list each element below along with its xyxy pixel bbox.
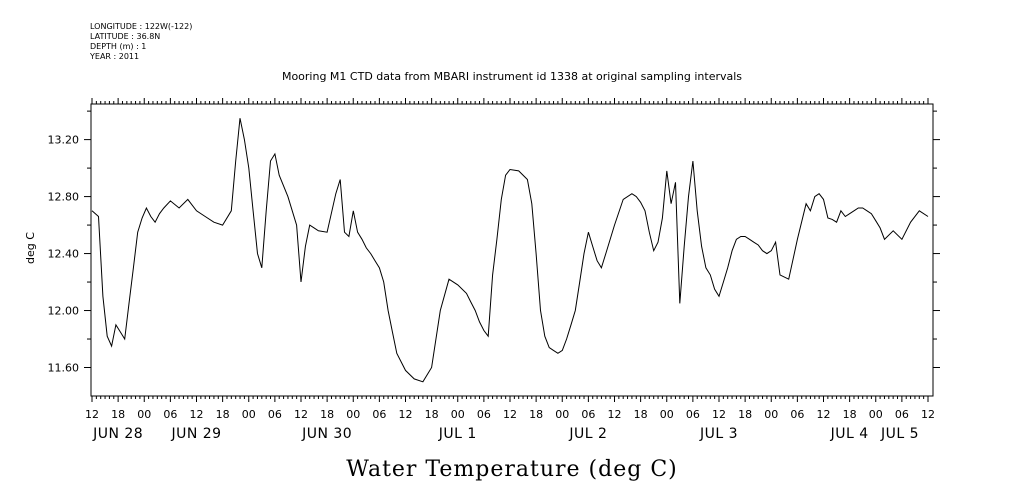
day-label: JUL 3 <box>699 426 738 442</box>
day-label: JUL 5 <box>880 426 919 442</box>
x-tick-label: 00 <box>137 408 151 421</box>
x-tick-label: 06 <box>686 408 700 421</box>
x-tick-label: 12 <box>921 408 935 421</box>
x-tick-label: 18 <box>738 408 752 421</box>
x-tick-label: 06 <box>372 408 386 421</box>
axis-ticks <box>84 98 940 402</box>
x-tick-label: 12 <box>85 408 99 421</box>
x-tick-label: 12 <box>817 408 831 421</box>
x-tick-label: 06 <box>581 408 595 421</box>
chart-title: Mooring M1 CTD data from MBARI instrumen… <box>282 70 742 83</box>
day-label: JUL 2 <box>568 426 607 442</box>
x-tick-label: 18 <box>843 408 857 421</box>
day-labels: JUN 28 JUN 29 JUN 30 JUL 1 JUL 2 JUL 3 JUL 4 JU… <box>92 426 919 442</box>
x-tick-label: 00 <box>346 408 360 421</box>
x-tick-label: 12 <box>294 408 308 421</box>
y-tick-labels: 13.20 12.80 12.40 12.00 11.60 <box>48 134 80 375</box>
x-tick-label: 00 <box>660 408 674 421</box>
y-tick-label: 13.20 <box>48 134 80 147</box>
day-label: JUN 28 <box>92 426 143 442</box>
x-tick-label: 12 <box>608 408 622 421</box>
x-tick-label: 18 <box>216 408 230 421</box>
x-tick-label: 18 <box>634 408 648 421</box>
x-tick-label: 06 <box>163 408 177 421</box>
x-tick-label: 12 <box>399 408 413 421</box>
metadata-block: LONGITUDE : 122W(-122) LATITUDE : 36.8N … <box>89 22 192 61</box>
metadata-line: DEPTH (m) : 1 <box>90 42 146 51</box>
day-label: JUL 1 <box>438 426 477 442</box>
metadata-line: YEAR : 2011 <box>89 52 139 61</box>
x-tick-label: 06 <box>477 408 491 421</box>
x-tick-label: 06 <box>895 408 909 421</box>
x-tick-label: 00 <box>242 408 256 421</box>
x-tick-labels: 12 18 00 06 12 18 00 06 12 18 00 06 12 18 00 06 12 18 00 06… <box>85 408 935 421</box>
x-tick-label: 18 <box>529 408 543 421</box>
x-tick-label: 00 <box>555 408 569 421</box>
y-axis-label: deg C <box>24 232 37 264</box>
day-label: JUL 4 <box>830 426 869 442</box>
x-tick-label: 18 <box>425 408 439 421</box>
y-tick-label: 12.00 <box>48 305 80 318</box>
x-tick-label: 18 <box>320 408 334 421</box>
plot-frame <box>90 103 934 397</box>
x-tick-label: 06 <box>790 408 804 421</box>
day-label: JUN 29 <box>170 426 221 442</box>
x-axis-label: Water Temperature (deg C) <box>346 457 678 482</box>
x-tick-label: 12 <box>190 408 204 421</box>
x-tick-label: 00 <box>869 408 883 421</box>
x-tick-label: 12 <box>712 408 726 421</box>
x-tick-label: 06 <box>268 408 282 421</box>
x-tick-label: 18 <box>111 408 125 421</box>
metadata-line: LONGITUDE : 122W(-122) <box>90 22 192 31</box>
series-line <box>91 118 929 383</box>
x-tick-label: 00 <box>764 408 778 421</box>
x-tick-label: 00 <box>451 408 465 421</box>
x-tick-label: 12 <box>503 408 517 421</box>
y-tick-label: 12.40 <box>48 248 80 261</box>
metadata-line: LATITUDE : 36.8N <box>90 32 160 41</box>
y-tick-label: 12.80 <box>48 191 80 204</box>
day-label: JUN 30 <box>301 426 352 442</box>
y-tick-label: 11.60 <box>48 362 80 375</box>
